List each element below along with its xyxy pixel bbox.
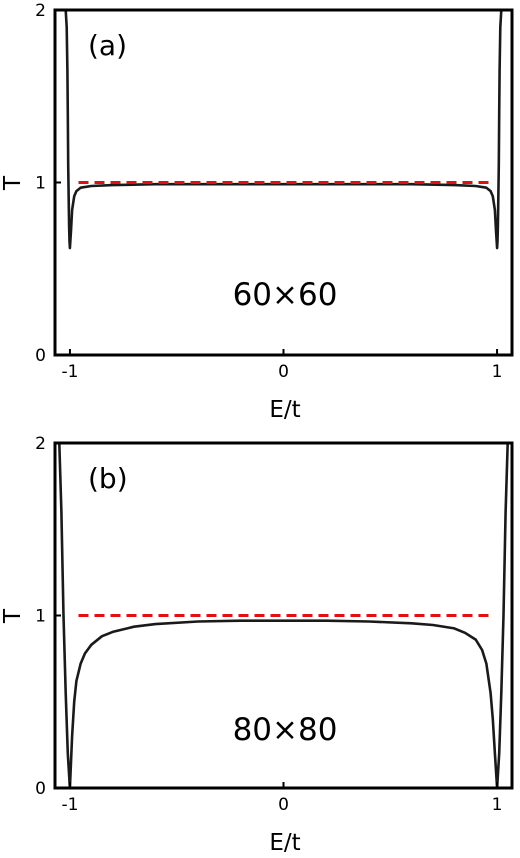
y-tick-label: 0 bbox=[35, 346, 46, 366]
panel-label: (a) bbox=[88, 29, 127, 62]
y-axis-title: T bbox=[0, 608, 26, 624]
x-tick-label: 0 bbox=[278, 795, 289, 815]
y-tick-label: 1 bbox=[35, 174, 46, 194]
x-tick-label: -1 bbox=[61, 362, 78, 382]
y-tick-label: 2 bbox=[35, 1, 46, 21]
panel-label: (b) bbox=[88, 462, 128, 495]
ticks-layer: -1 0 1 0 1 2 bbox=[35, 434, 502, 815]
x-tick-label: 0 bbox=[278, 362, 289, 382]
panel-b: -1 0 1 0 1 2 (b) 80×80 E/t T bbox=[0, 434, 514, 856]
transmission-curve bbox=[58, 443, 509, 788]
transmission-curve bbox=[64, 10, 503, 250]
series-layer bbox=[64, 10, 503, 250]
x-axis-title: E/t bbox=[269, 397, 300, 423]
x-axis-title: E/t bbox=[269, 830, 300, 856]
x-tick-label: -1 bbox=[61, 795, 78, 815]
panel-a: -1 0 1 0 1 2 (a) 60×60 E/t T bbox=[0, 1, 514, 423]
y-axis-title: T bbox=[0, 175, 26, 191]
y-tick-label: 0 bbox=[35, 779, 46, 799]
y-tick-label: 2 bbox=[35, 434, 46, 454]
system-size-label: 80×80 bbox=[233, 712, 338, 748]
system-size-label: 60×60 bbox=[233, 277, 338, 313]
x-tick-label: 1 bbox=[492, 795, 503, 815]
y-tick-label: 1 bbox=[35, 607, 46, 627]
ticks-layer: -1 0 1 0 1 2 bbox=[35, 1, 502, 382]
series-layer bbox=[58, 443, 509, 788]
x-tick-label: 1 bbox=[492, 362, 503, 382]
